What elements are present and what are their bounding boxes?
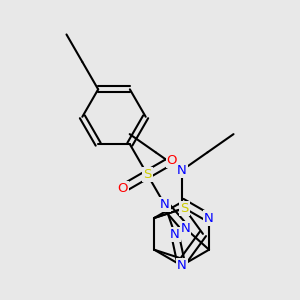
- Text: N: N: [204, 212, 214, 224]
- Text: N: N: [170, 228, 180, 241]
- Text: O: O: [167, 154, 177, 166]
- Text: S: S: [180, 202, 188, 215]
- Text: O: O: [117, 182, 128, 195]
- Text: N: N: [160, 198, 169, 211]
- Text: S: S: [143, 168, 152, 181]
- Text: N: N: [177, 164, 187, 177]
- Text: N: N: [181, 222, 190, 235]
- Text: N: N: [177, 259, 187, 272]
